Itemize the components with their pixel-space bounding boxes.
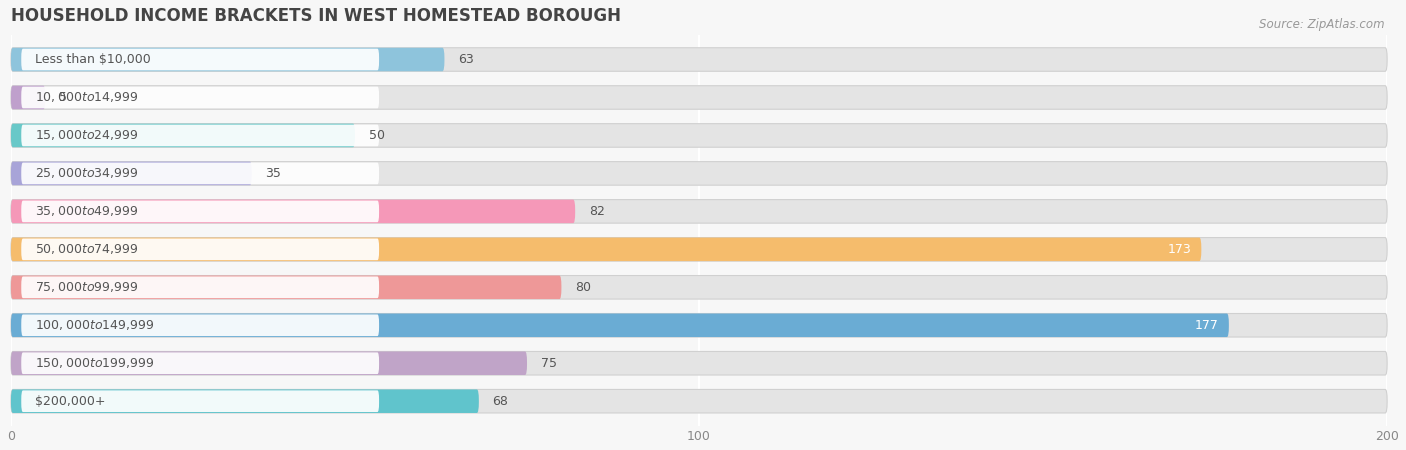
FancyBboxPatch shape xyxy=(11,86,45,109)
Text: $75,000 to $99,999: $75,000 to $99,999 xyxy=(35,280,139,294)
FancyBboxPatch shape xyxy=(11,48,444,71)
Text: 63: 63 xyxy=(458,53,474,66)
FancyBboxPatch shape xyxy=(11,124,1388,147)
FancyBboxPatch shape xyxy=(11,389,479,413)
FancyBboxPatch shape xyxy=(21,238,380,260)
Text: $10,000 to $14,999: $10,000 to $14,999 xyxy=(35,90,139,104)
FancyBboxPatch shape xyxy=(11,48,1388,71)
Text: $25,000 to $34,999: $25,000 to $34,999 xyxy=(35,166,139,180)
Text: 177: 177 xyxy=(1195,319,1219,332)
FancyBboxPatch shape xyxy=(21,352,380,374)
FancyBboxPatch shape xyxy=(11,162,252,185)
FancyBboxPatch shape xyxy=(11,124,354,147)
FancyBboxPatch shape xyxy=(21,162,380,184)
FancyBboxPatch shape xyxy=(11,86,1388,109)
Text: 173: 173 xyxy=(1167,243,1191,256)
FancyBboxPatch shape xyxy=(21,276,380,298)
FancyBboxPatch shape xyxy=(11,275,561,299)
FancyBboxPatch shape xyxy=(11,162,1388,185)
Text: 82: 82 xyxy=(589,205,605,218)
Text: 50: 50 xyxy=(368,129,385,142)
FancyBboxPatch shape xyxy=(21,87,380,108)
FancyBboxPatch shape xyxy=(21,315,380,336)
Text: Source: ZipAtlas.com: Source: ZipAtlas.com xyxy=(1260,18,1385,31)
FancyBboxPatch shape xyxy=(21,201,380,222)
Text: 68: 68 xyxy=(492,395,509,408)
FancyBboxPatch shape xyxy=(11,314,1229,337)
Text: HOUSEHOLD INCOME BRACKETS IN WEST HOMESTEAD BOROUGH: HOUSEHOLD INCOME BRACKETS IN WEST HOMEST… xyxy=(11,7,621,25)
FancyBboxPatch shape xyxy=(11,200,575,223)
FancyBboxPatch shape xyxy=(11,314,1388,337)
FancyBboxPatch shape xyxy=(11,389,1388,413)
Text: $100,000 to $149,999: $100,000 to $149,999 xyxy=(35,318,155,332)
FancyBboxPatch shape xyxy=(21,49,380,70)
FancyBboxPatch shape xyxy=(21,125,380,146)
Text: 35: 35 xyxy=(266,167,281,180)
FancyBboxPatch shape xyxy=(11,351,1388,375)
Text: $15,000 to $24,999: $15,000 to $24,999 xyxy=(35,128,139,143)
Text: Less than $10,000: Less than $10,000 xyxy=(35,53,150,66)
Text: 80: 80 xyxy=(575,281,591,294)
FancyBboxPatch shape xyxy=(11,200,1388,223)
Text: $150,000 to $199,999: $150,000 to $199,999 xyxy=(35,356,155,370)
FancyBboxPatch shape xyxy=(11,238,1201,261)
Text: 75: 75 xyxy=(541,357,557,370)
Text: 5: 5 xyxy=(59,91,67,104)
Text: $35,000 to $49,999: $35,000 to $49,999 xyxy=(35,204,139,218)
FancyBboxPatch shape xyxy=(11,238,1388,261)
Text: $200,000+: $200,000+ xyxy=(35,395,105,408)
FancyBboxPatch shape xyxy=(11,275,1388,299)
FancyBboxPatch shape xyxy=(21,391,380,412)
Text: $50,000 to $74,999: $50,000 to $74,999 xyxy=(35,243,139,256)
FancyBboxPatch shape xyxy=(11,351,527,375)
